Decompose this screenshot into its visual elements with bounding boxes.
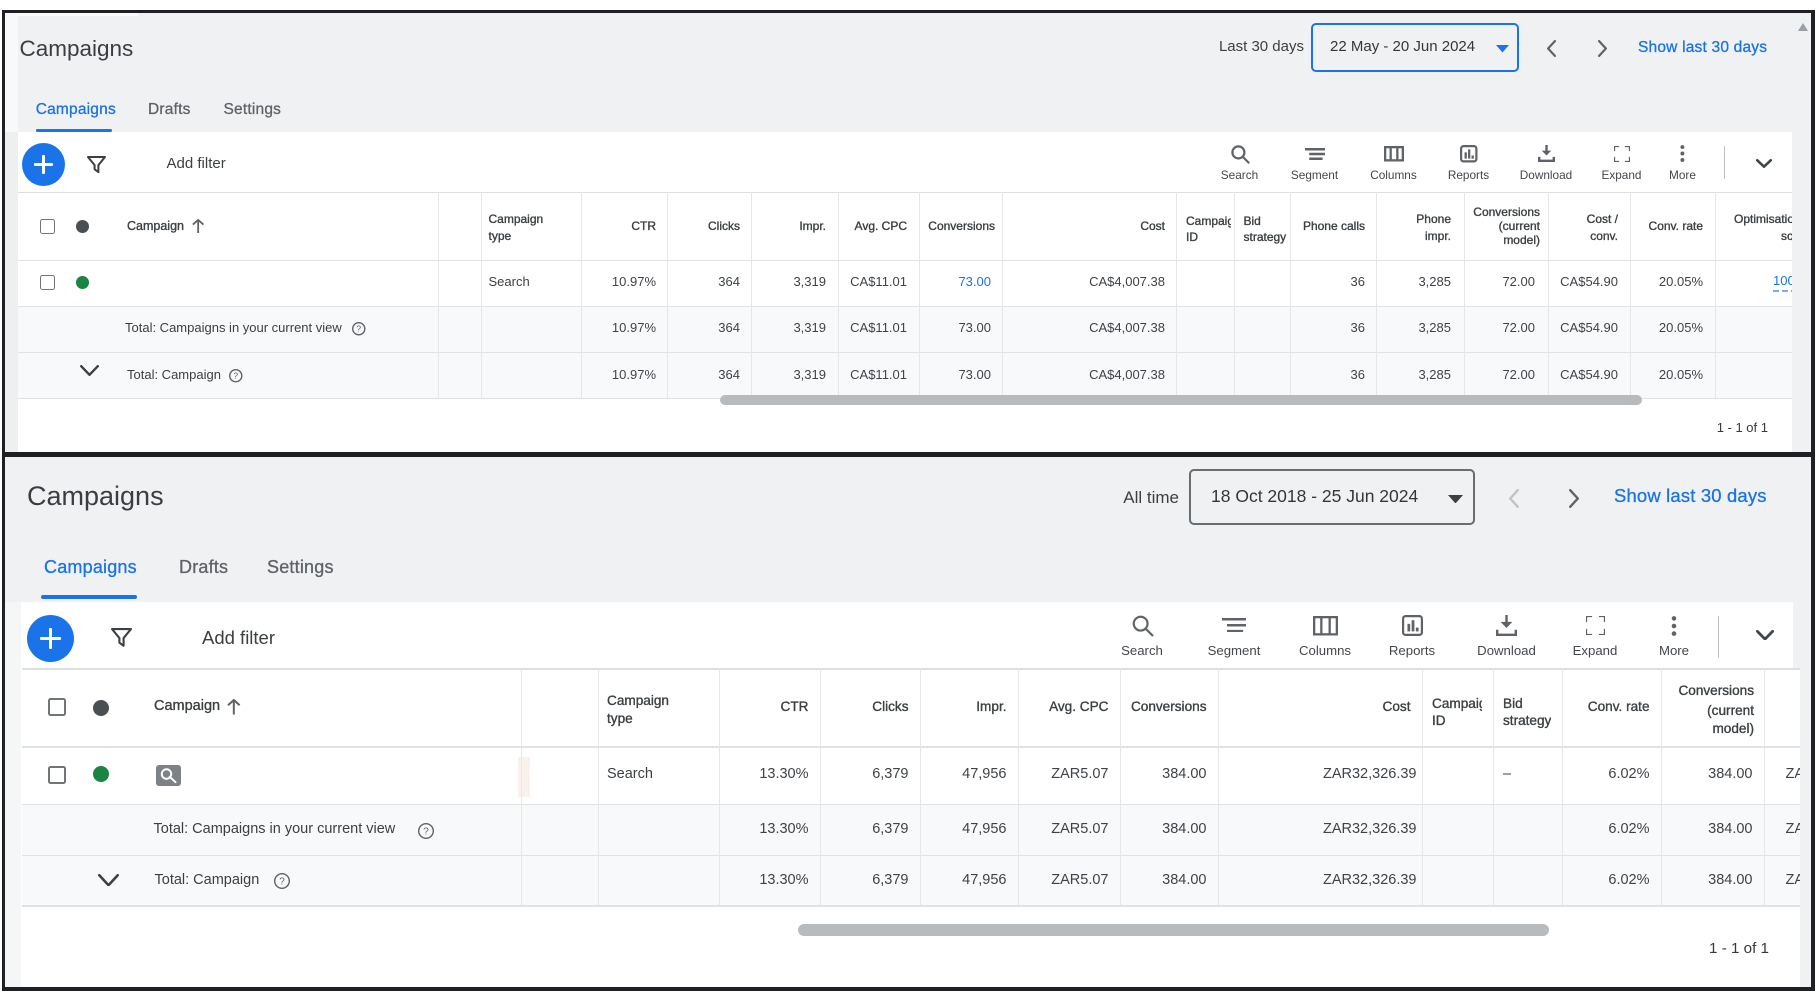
svg-text:?: ? (357, 324, 362, 334)
svg-text:?: ? (279, 877, 285, 888)
svg-text:?: ? (423, 826, 429, 837)
svg-text:?: ? (233, 371, 238, 381)
